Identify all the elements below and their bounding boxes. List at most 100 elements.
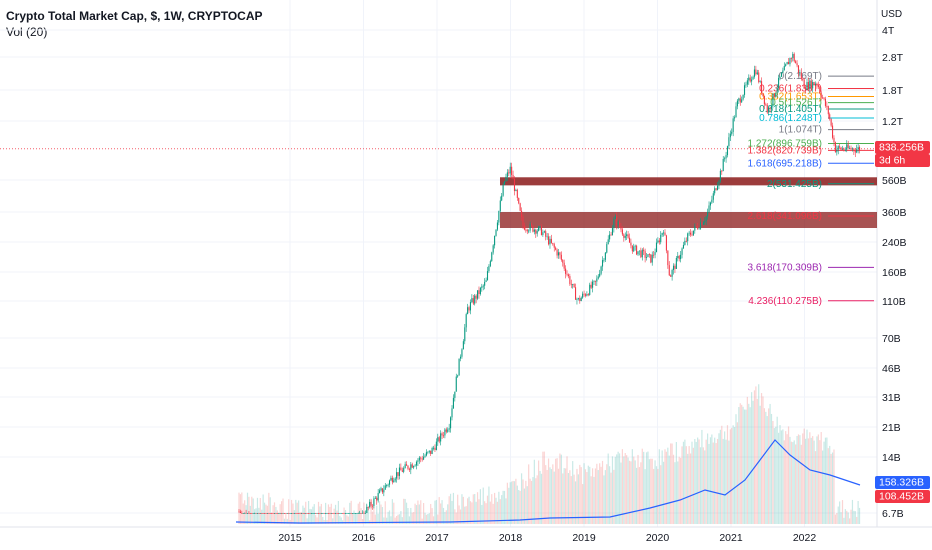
volume-bar bbox=[441, 500, 443, 524]
volume-bar bbox=[576, 468, 578, 524]
volume-bar bbox=[522, 479, 524, 524]
candle-body bbox=[609, 234, 611, 240]
candle-body bbox=[467, 307, 469, 315]
candle-body bbox=[573, 284, 575, 288]
candle-body bbox=[370, 501, 372, 506]
candle-body bbox=[285, 513, 287, 514]
time-axis[interactable]: 2015 2016 2017 2018 2019 2020 2021 2022 bbox=[0, 526, 932, 544]
candle-body bbox=[475, 295, 477, 299]
candle-body bbox=[400, 467, 402, 471]
candle-body bbox=[335, 513, 337, 514]
candle-body bbox=[266, 513, 268, 514]
volume-bar bbox=[299, 512, 301, 524]
candle-body bbox=[543, 231, 545, 233]
candle-body bbox=[719, 170, 721, 181]
volume-bar bbox=[626, 455, 628, 524]
volume-bar bbox=[847, 512, 849, 524]
volume-bar bbox=[810, 437, 812, 524]
candle-body bbox=[557, 252, 560, 256]
volume-bar bbox=[806, 429, 808, 524]
volume-bar bbox=[822, 450, 824, 524]
volume-bar bbox=[305, 501, 307, 524]
candle-body bbox=[509, 166, 511, 174]
volume-bar bbox=[702, 447, 704, 524]
price-axis[interactable]: USD 4T 2.8T 1.8T 1.2T 560B 360B 240B 160B 110B 70B… bbox=[881, 9, 907, 520]
volume-bar bbox=[484, 501, 486, 524]
volume-bar bbox=[682, 441, 685, 524]
volume-bar bbox=[787, 426, 790, 524]
candle-body bbox=[508, 172, 510, 174]
volume-bar bbox=[272, 505, 274, 524]
candle-body bbox=[503, 181, 506, 185]
candle-body bbox=[286, 513, 288, 514]
volume-bar bbox=[819, 440, 821, 524]
chart-title: Crypto Total Market Cap, $, 1W, CRYPTOCA… bbox=[6, 9, 263, 23]
volume-bar bbox=[458, 505, 460, 524]
volume-bar bbox=[452, 492, 455, 524]
volume-bar bbox=[457, 494, 459, 524]
candle-body bbox=[322, 513, 324, 514]
volume-bar bbox=[403, 498, 405, 524]
volume-bar bbox=[451, 500, 453, 524]
volume-bar bbox=[732, 425, 734, 524]
candle-body bbox=[381, 488, 383, 493]
volume-bar bbox=[535, 478, 537, 524]
volume-bar bbox=[334, 504, 337, 524]
volume-bar bbox=[449, 493, 452, 524]
volume-bar bbox=[339, 515, 341, 524]
price-tick-label: 160B bbox=[882, 267, 907, 279]
volume-bar bbox=[621, 449, 623, 524]
volume-bar bbox=[580, 467, 582, 524]
volume-bar bbox=[745, 409, 747, 524]
volume-bar bbox=[265, 504, 267, 524]
candle-body bbox=[451, 408, 453, 418]
candle-body bbox=[775, 93, 777, 97]
volume-bar bbox=[550, 469, 552, 524]
volume-bar bbox=[290, 499, 293, 524]
volume-bar bbox=[511, 481, 513, 524]
candle-body bbox=[491, 252, 493, 262]
volume-bar bbox=[664, 449, 666, 524]
candle-body bbox=[380, 488, 382, 491]
volume-bar bbox=[546, 469, 548, 524]
volume-bar bbox=[778, 432, 780, 524]
candle-body bbox=[724, 158, 726, 160]
volume-bar bbox=[238, 492, 240, 524]
volume-bar bbox=[742, 406, 744, 524]
candle-body bbox=[779, 76, 781, 79]
candle-body bbox=[634, 245, 636, 247]
volume-bar bbox=[485, 503, 487, 524]
candle-body bbox=[827, 106, 829, 115]
volume-bar bbox=[722, 438, 724, 524]
volume-bar bbox=[799, 435, 801, 524]
volume-bar bbox=[438, 497, 440, 524]
price-tick-label: 70B bbox=[882, 333, 901, 345]
volume-bar bbox=[650, 458, 652, 524]
candle-body bbox=[783, 65, 785, 71]
volume-bar bbox=[749, 407, 751, 524]
volume-bar bbox=[298, 500, 300, 524]
volume-bar bbox=[680, 457, 682, 524]
candle-body bbox=[802, 79, 804, 80]
volume-bar bbox=[278, 512, 280, 524]
candle-body bbox=[269, 513, 271, 514]
volume-bar bbox=[388, 510, 391, 524]
candle-body bbox=[630, 242, 632, 246]
candle-body bbox=[478, 290, 480, 295]
volume-bar bbox=[545, 465, 547, 524]
candle-body bbox=[506, 172, 508, 177]
volume-bar bbox=[506, 482, 508, 524]
volume-bar bbox=[340, 517, 342, 524]
fib-level-label: 1.618(695.218B) bbox=[747, 158, 822, 169]
volume-bar bbox=[840, 512, 842, 524]
volume-bar bbox=[779, 424, 781, 524]
candle-body bbox=[515, 189, 517, 192]
volume-bar bbox=[391, 499, 393, 524]
candle-body bbox=[464, 327, 466, 342]
candle-body bbox=[458, 358, 460, 376]
candle-body bbox=[288, 513, 290, 514]
volume-bar bbox=[813, 440, 815, 524]
volume-bars bbox=[235, 384, 861, 524]
volume-bar bbox=[800, 444, 802, 524]
